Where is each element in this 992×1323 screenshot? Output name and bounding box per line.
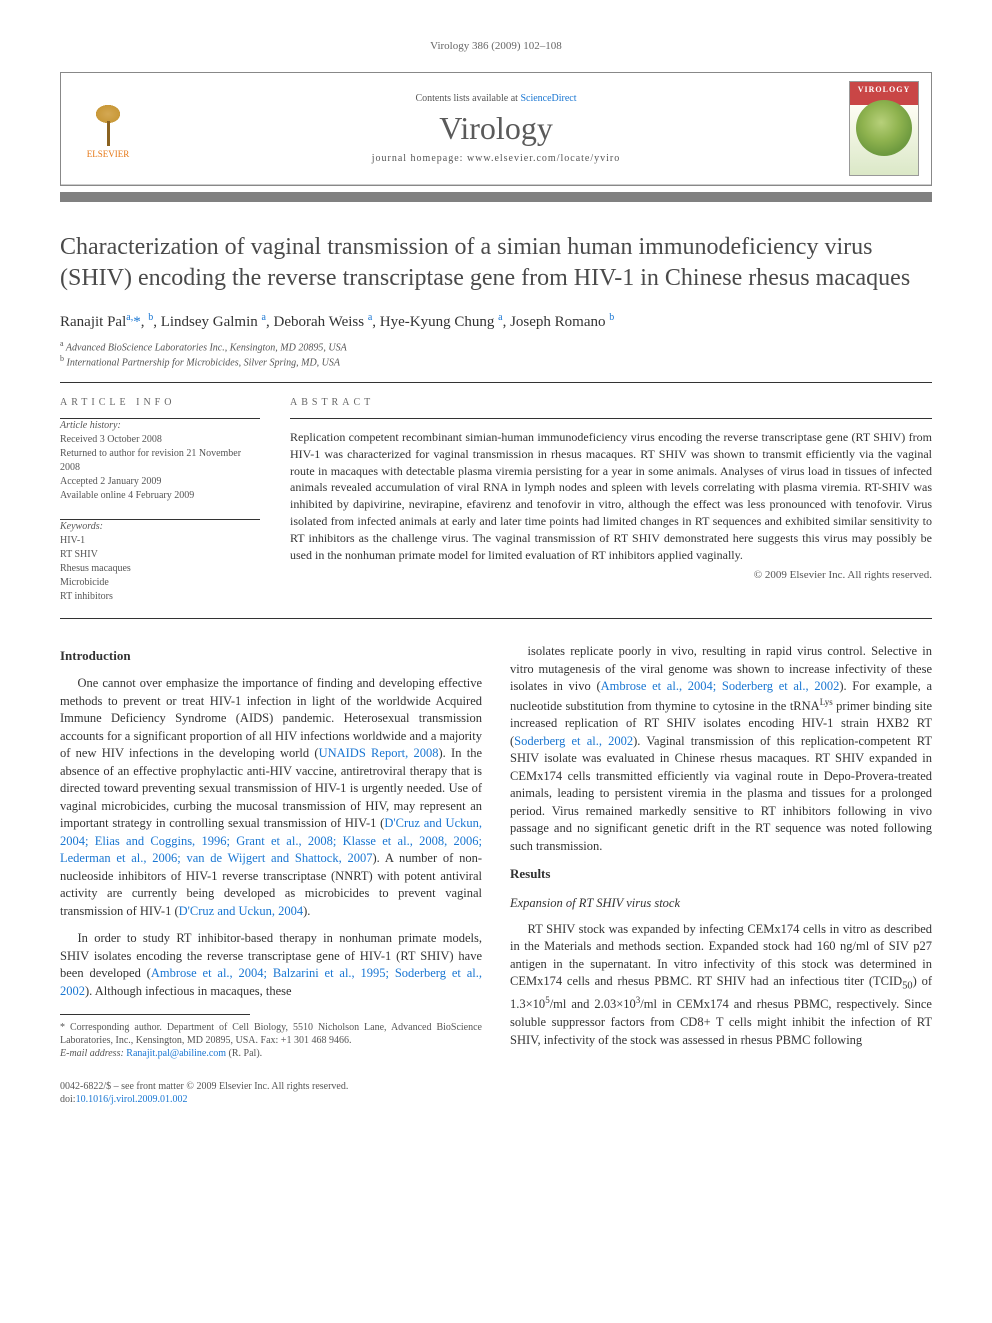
footnote-separator: [60, 1014, 250, 1015]
cover-title: VIROLOGY: [858, 85, 910, 94]
history-returned: Returned to author for revision 21 Novem…: [60, 447, 260, 475]
author-name: Ranajit Pal: [60, 314, 126, 330]
contents-line: Contents lists available at ScienceDirec…: [143, 93, 849, 104]
doi-prefix: doi:: [60, 1094, 76, 1105]
cover-image-icon: [856, 100, 912, 156]
keywords-block: Keywords: HIV-1 RT SHIV Rhesus macaques …: [60, 520, 260, 604]
results-paragraph: RT SHIV stock was expanded by infecting …: [510, 921, 932, 1049]
history-received: Received 3 October 2008: [60, 433, 260, 447]
affiliation-a: Advanced BioScience Laboratories Inc., K…: [66, 343, 347, 354]
keyword: RT SHIV: [60, 548, 260, 562]
keyword: Microbicide: [60, 576, 260, 590]
article-history: Article history: Received 3 October 2008…: [60, 419, 260, 503]
intro-paragraph: In order to study RT inhibitor-based the…: [60, 930, 482, 1000]
sciencedirect-link[interactable]: ScienceDirect: [520, 93, 576, 104]
article-info-label: ARTICLE INFO: [60, 397, 260, 408]
corresponding-author-note: * Corresponding author. Department of Ce…: [60, 1021, 482, 1047]
corresponding-star-icon: *: [133, 314, 141, 330]
affiliations: a Advanced BioScience Laboratories Inc.,…: [60, 339, 932, 368]
history-accepted: Accepted 2 January 2009: [60, 475, 260, 489]
citation-link[interactable]: Ambrose et al., 2004; Soderberg et al., …: [601, 679, 840, 693]
article-info-column: ARTICLE INFO Article history: Received 3…: [60, 397, 260, 604]
email-label: E-mail address:: [60, 1048, 124, 1059]
author-affil-sup: b: [148, 312, 153, 323]
citation-link[interactable]: D'Cruz and Uckun, 2004: [179, 904, 303, 918]
text-run: ).: [303, 904, 310, 918]
author-name: Hye-Kyung Chung: [380, 314, 495, 330]
body-paragraph: isolates replicate poorly in vivo, resul…: [510, 643, 932, 855]
keyword: Rhesus macaques: [60, 562, 260, 576]
rule-bottom: [60, 618, 932, 619]
running-header: Virology 386 (2009) 102–108: [60, 40, 932, 52]
abstract-copyright: © 2009 Elsevier Inc. All rights reserved…: [290, 569, 932, 581]
author-name: Joseph Romano: [510, 314, 605, 330]
text-run: ). Vaginal transmission of this replicat…: [510, 734, 932, 853]
text-run: ). Although infectious in macaques, thes…: [85, 984, 292, 998]
abstract-label: ABSTRACT: [290, 397, 932, 408]
homepage-url[interactable]: www.elsevier.com/locate/yviro: [467, 153, 620, 164]
author-affil-s sup: a: [262, 312, 266, 323]
journal-banner: ELSEVIER Contents lists available at Sci…: [60, 72, 932, 186]
elsevier-tree-icon: [83, 99, 133, 149]
intro-heading: Introduction: [60, 647, 482, 665]
article-title: Characterization of vaginal transmission…: [60, 232, 932, 294]
publisher-label: ELSEVIER: [87, 149, 130, 159]
author-affil-sup: a: [368, 312, 372, 323]
elsevier-logo: ELSEVIER: [73, 89, 143, 169]
abstract-rule: [290, 418, 932, 419]
email-link[interactable]: Ranajit.pal@abiline.com: [126, 1048, 226, 1059]
contents-prefix: Contents lists available at: [415, 93, 520, 104]
author-name: Deborah Weiss: [273, 314, 364, 330]
doi-link[interactable]: 10.1016/j.virol.2009.01.002: [76, 1094, 188, 1105]
homepage-line: journal homepage: www.elsevier.com/locat…: [143, 153, 849, 164]
footnote-block: * Corresponding author. Department of Ce…: [60, 1014, 482, 1060]
text-run: RT SHIV stock was expanded by infecting …: [510, 922, 932, 989]
abstract-text: Replication competent recombinant simian…: [290, 429, 932, 563]
history-label: Article history:: [60, 419, 260, 433]
keywords-label: Keywords:: [60, 520, 260, 534]
results-subheading: Expansion of RT SHIV virus stock: [510, 895, 932, 913]
author-list: Ranajit Pala,*, b, Lindsey Galmin a, Deb…: [60, 312, 932, 331]
homepage-prefix: journal homepage:: [372, 153, 467, 164]
superscript: Lys: [820, 697, 833, 707]
subscript: 50: [902, 981, 912, 992]
abstract-column: ABSTRACT Replication competent recombina…: [290, 397, 932, 604]
keyword: HIV-1: [60, 534, 260, 548]
intro-paragraph: One cannot over emphasize the importance…: [60, 675, 482, 920]
citation-link[interactable]: Soderberg et al., 2002: [514, 734, 633, 748]
affiliation-b: International Partnership for Microbicid…: [67, 357, 341, 368]
journal-name: Virology: [143, 110, 849, 147]
color-bar: [60, 192, 932, 202]
author-name: Lindsey Galmin: [161, 314, 258, 330]
page-footer: 0042-6822/$ – see front matter © 2009 El…: [60, 1080, 932, 1106]
affil-sup: b: [60, 354, 64, 363]
affil-sup: a: [60, 339, 64, 348]
history-online: Available online 4 February 2009: [60, 489, 260, 503]
text-run: /ml and 2.03×10: [550, 998, 636, 1012]
keyword: RT inhibitors: [60, 590, 260, 604]
author-affil-sup: b: [609, 312, 614, 323]
body-columns: Introduction One cannot over emphasize t…: [60, 643, 932, 1060]
results-heading: Results: [510, 865, 932, 883]
front-matter-line: 0042-6822/$ – see front matter © 2009 El…: [60, 1080, 932, 1093]
citation-link[interactable]: UNAIDS Report, 2008: [319, 746, 439, 760]
journal-cover-thumbnail: VIROLOGY: [849, 81, 919, 176]
email-suffix: (R. Pal).: [226, 1048, 262, 1059]
author-affil-sup: a: [498, 312, 502, 323]
